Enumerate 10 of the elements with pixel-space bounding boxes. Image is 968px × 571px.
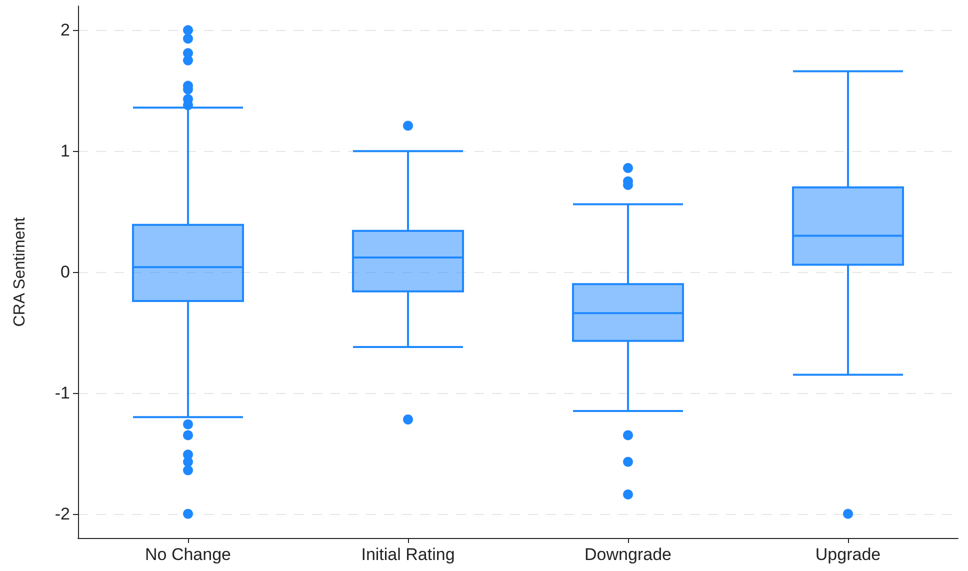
y-tick-label: 0: [60, 262, 70, 282]
y-tick-label: -1: [54, 383, 70, 402]
y-axis-title: CRA Sentiment: [12, 216, 28, 327]
y-tick-label: 1: [60, 142, 70, 161]
x-tick-label: Initial Rating: [361, 545, 455, 564]
x-tick-label: No Change: [144, 545, 232, 564]
y-tick-label: -2: [54, 504, 70, 524]
x-tick-label: Upgrade: [815, 545, 881, 564]
y-tick-label: 2: [60, 20, 70, 40]
x-tick-label: Downgrade: [584, 545, 672, 564]
